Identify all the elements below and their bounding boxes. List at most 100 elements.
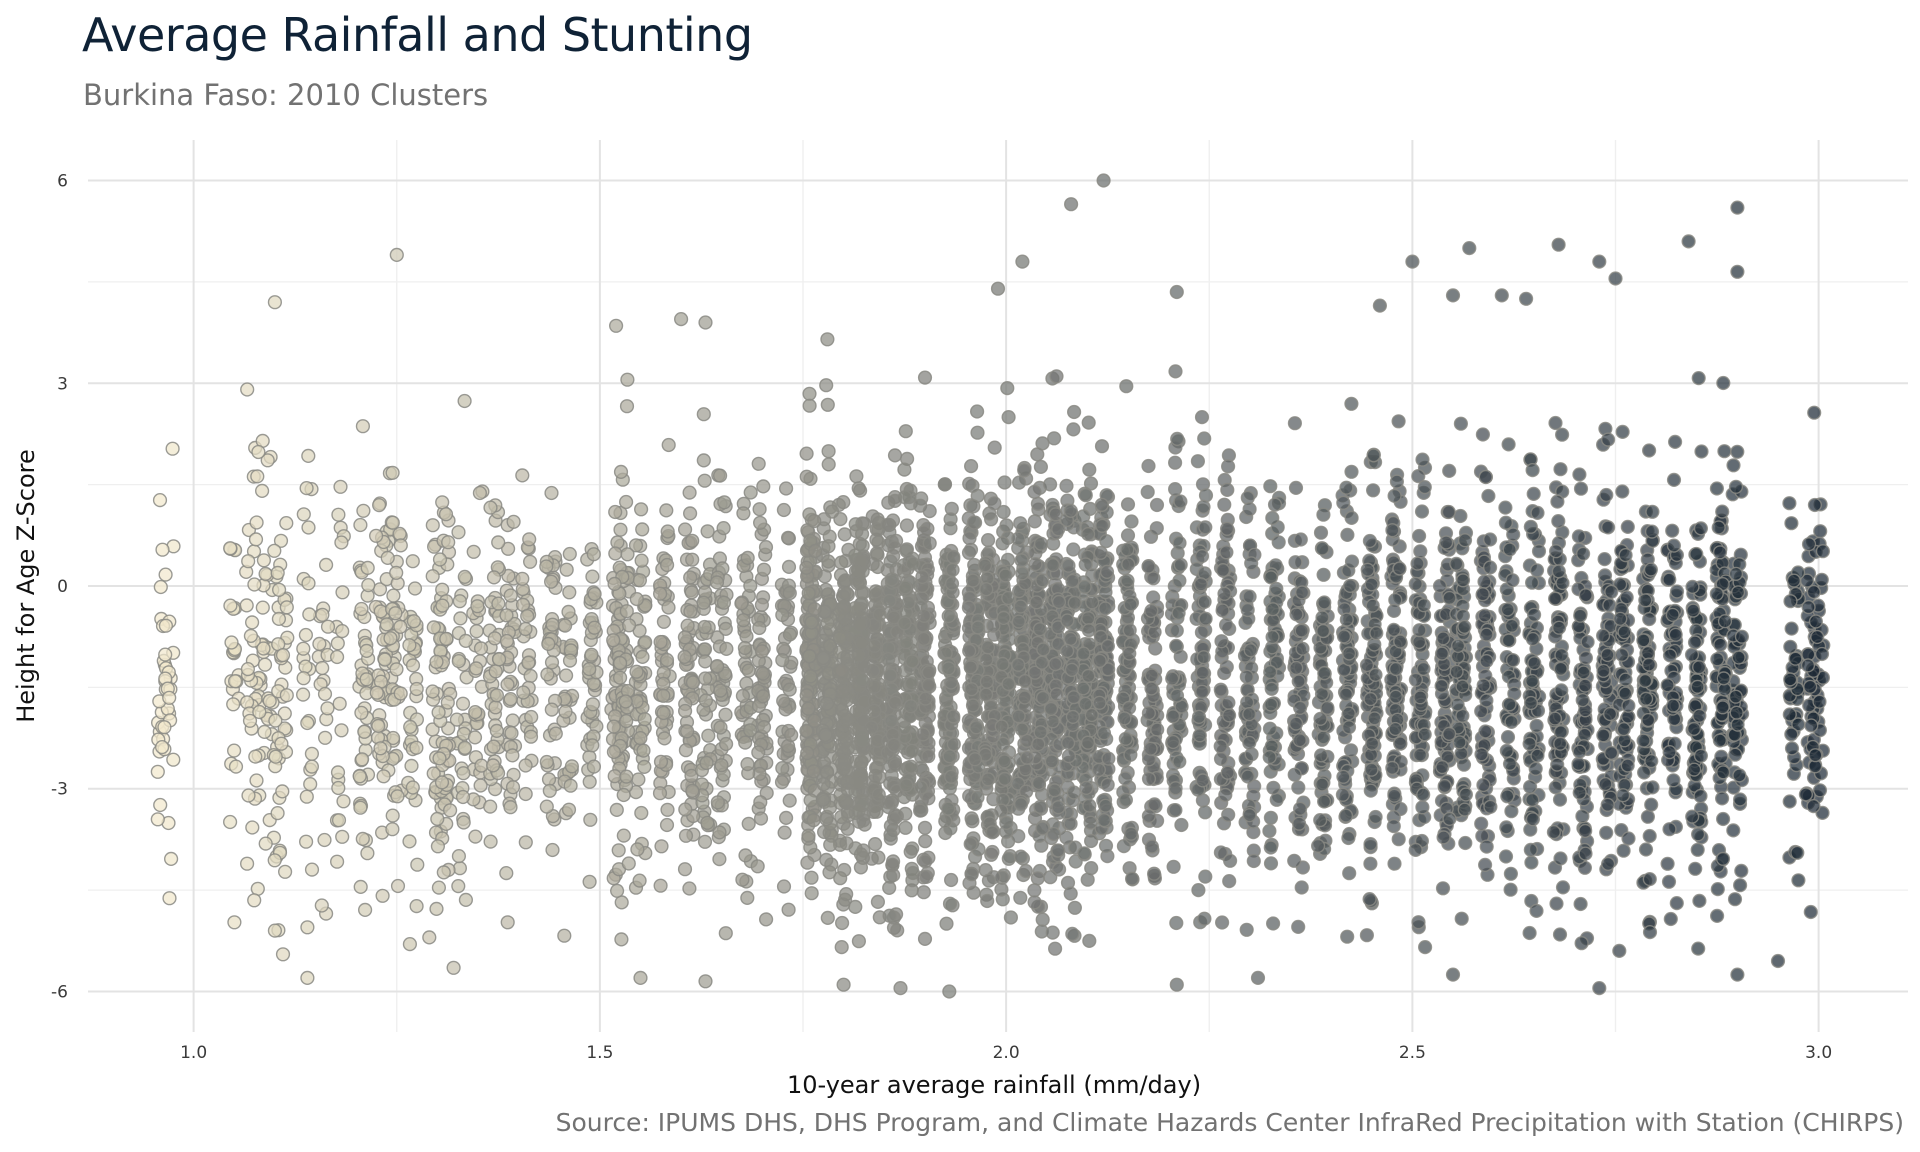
data-point [356,503,371,518]
data-point [741,816,756,831]
data-point [506,514,521,529]
data-point [1341,720,1357,735]
data-point [353,879,368,895]
data-point [1411,469,1426,484]
data-point [499,865,514,881]
data-point [741,663,756,678]
data-point [630,842,645,857]
data-point [904,743,920,759]
data-point [405,658,421,673]
data-point [1505,653,1521,668]
data-point [335,585,350,600]
data-point [1525,463,1540,478]
data-point [1571,756,1586,772]
data-point [652,586,668,601]
data-point [1690,842,1705,857]
data-point [635,522,650,537]
data-point [821,444,836,459]
data-point [712,825,727,840]
data-point [1067,900,1083,915]
data-point [505,780,521,795]
data-point [1077,846,1092,861]
data-point [1575,546,1591,561]
data-point [1717,614,1733,629]
data-point [1173,557,1188,572]
data-point [1141,458,1156,474]
data-point [1522,779,1538,794]
data-point [1642,828,1657,844]
data-point [1335,787,1351,802]
data-point [301,448,316,464]
data-point [1692,893,1707,909]
data-point [834,555,849,570]
data-point [1033,459,1049,475]
data-point [1027,883,1042,898]
data-point [320,701,335,716]
data-point [468,829,483,844]
data-point [1363,836,1378,852]
data-point [997,475,1012,490]
data-point [1414,504,1430,519]
data-point [1123,747,1138,762]
data-point [1198,520,1213,535]
data-point [1477,574,1492,589]
data-point [883,869,898,884]
data-point [614,932,629,947]
data-point [410,857,425,872]
data-point [1271,535,1286,550]
data-point [334,535,349,550]
data-point [1503,866,1519,881]
data-point [918,834,933,849]
data-point [227,743,242,758]
data-point [1173,494,1188,509]
data-point [1669,584,1685,599]
data-point [402,834,417,849]
data-point [1291,780,1306,795]
data-point [1287,767,1302,782]
data-point [776,693,791,709]
data-point [330,636,345,651]
data-point [1239,922,1254,937]
data-point [1714,791,1730,806]
data-point [1791,873,1806,888]
data-point [1734,863,1749,879]
data-point [1595,628,1611,643]
data-point [897,462,912,477]
data-point [898,820,913,835]
data-point [1065,573,1080,589]
data-point [1529,903,1544,919]
data-point [518,758,533,773]
data-point [435,495,450,510]
data-point [277,706,292,721]
data-point [834,915,850,931]
data-point [1049,369,1064,384]
data-point [1803,904,1818,920]
data-point [1709,481,1725,496]
data-point [1645,504,1660,519]
data-point [1339,480,1354,495]
data-point [390,878,406,894]
data-point [1149,497,1165,513]
data-point [1575,809,1590,824]
data-point [917,370,933,385]
data-point [558,704,573,719]
data-point [1599,825,1614,840]
data-point [1711,520,1726,535]
data-point [1501,633,1516,648]
data-point [1435,881,1451,896]
data-point [1118,771,1133,786]
data-point [1475,427,1491,442]
data-point [1120,542,1135,557]
data-point [1011,614,1026,629]
data-point [505,713,520,728]
data-point [616,787,631,803]
data-point [611,843,626,858]
data-point [849,469,864,484]
data-point [255,483,270,499]
data-point [255,600,270,615]
data-point [1144,839,1160,854]
data-point [977,558,993,573]
data-point [659,557,675,573]
data-point [677,630,693,645]
